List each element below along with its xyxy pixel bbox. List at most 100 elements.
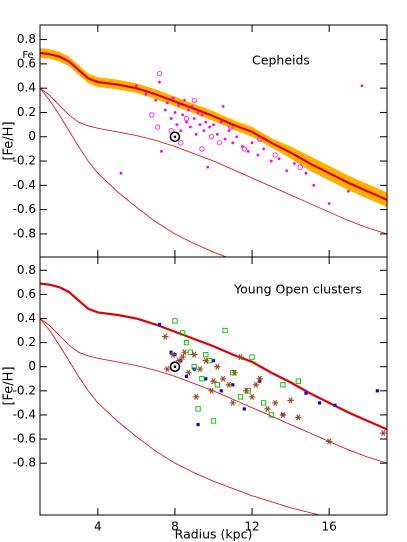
- annotation: Cepheids: [252, 53, 310, 68]
- y-tick-label: 0.4: [17, 311, 36, 325]
- point: [256, 153, 260, 157]
- point: [199, 376, 205, 382]
- point: [163, 108, 167, 112]
- y-tick-label: 0.2: [17, 335, 36, 349]
- sun-dot: [173, 135, 177, 139]
- point: [191, 97, 197, 103]
- point: [227, 129, 231, 133]
- point: [157, 322, 162, 327]
- point: [304, 171, 308, 175]
- point: [333, 403, 337, 407]
- point: [196, 366, 204, 373]
- point: [190, 104, 194, 108]
- point: [185, 120, 188, 124]
- point: [231, 141, 235, 145]
- annotation: Young Open clusters: [233, 282, 362, 297]
- y-tick-label: -0.8: [13, 456, 36, 470]
- x-tick-label: 12: [244, 520, 259, 534]
- point: [277, 157, 281, 161]
- point: [198, 123, 202, 127]
- point: [212, 123, 215, 127]
- point: [192, 117, 196, 120]
- point: [219, 389, 223, 393]
- gradient-line: [40, 318, 322, 515]
- sun-marker: [169, 131, 181, 143]
- y-tick-label: -0.4: [13, 178, 36, 192]
- plot-area: [40, 282, 387, 515]
- point: [183, 339, 190, 346]
- point: [262, 147, 266, 151]
- sun-dot: [173, 365, 177, 369]
- y-tick-label: 0.8: [17, 32, 36, 46]
- gradient-line: [40, 87, 228, 257]
- corner-label: Fe: [22, 50, 33, 61]
- point: [204, 120, 208, 124]
- y-tick-label: 0.6: [17, 287, 36, 301]
- point: [202, 357, 209, 364]
- point: [191, 364, 197, 370]
- point: [180, 330, 186, 336]
- point: [216, 140, 222, 146]
- y-tick-label: 0.2: [17, 105, 36, 119]
- y-tick-label: 0.8: [17, 263, 36, 277]
- x-axis-label: Radius (kpc): [175, 527, 253, 542]
- point: [231, 369, 238, 376]
- point: [171, 96, 175, 100]
- plot-area: [40, 48, 387, 257]
- x-tick-label: 16: [322, 520, 337, 534]
- point: [154, 98, 158, 102]
- point: [183, 115, 190, 122]
- point: [219, 375, 227, 382]
- point: [202, 129, 206, 133]
- point: [158, 80, 161, 84]
- point: [181, 113, 185, 117]
- point: [215, 132, 219, 136]
- panel-frame: [39, 24, 388, 258]
- gradient-line: [40, 87, 387, 235]
- point: [258, 379, 262, 383]
- point: [231, 383, 235, 387]
- y-tick-label: -0.4: [13, 407, 36, 421]
- point: [177, 103, 181, 107]
- point: [242, 407, 246, 411]
- point: [317, 401, 322, 405]
- point: [347, 190, 350, 193]
- point: [169, 117, 173, 120]
- point: [195, 406, 201, 412]
- point: [268, 412, 274, 418]
- point: [183, 98, 186, 102]
- point: [187, 349, 194, 355]
- dispersion-band: [40, 48, 387, 208]
- point: [304, 391, 308, 395]
- point: [264, 405, 271, 412]
- point: [194, 132, 198, 136]
- point: [196, 111, 200, 114]
- point: [164, 366, 171, 373]
- point: [257, 136, 263, 142]
- point: [196, 422, 200, 427]
- point: [295, 414, 302, 421]
- point: [237, 394, 244, 400]
- point: [191, 351, 198, 358]
- point: [206, 165, 210, 169]
- point: [325, 438, 333, 445]
- point: [327, 202, 331, 205]
- point: [287, 397, 294, 404]
- point: [222, 327, 228, 334]
- point: [192, 393, 200, 400]
- y-tick-label: 0: [28, 359, 36, 373]
- point: [208, 134, 215, 140]
- y-tick-label: -0.2: [13, 383, 36, 397]
- point: [280, 382, 286, 388]
- point: [179, 129, 183, 133]
- point: [225, 381, 233, 388]
- point: [154, 124, 161, 130]
- point: [210, 378, 217, 385]
- point: [134, 84, 138, 88]
- point: [210, 418, 217, 424]
- point: [165, 101, 169, 105]
- point: [173, 111, 177, 114]
- point: [248, 393, 256, 400]
- point: [241, 146, 247, 152]
